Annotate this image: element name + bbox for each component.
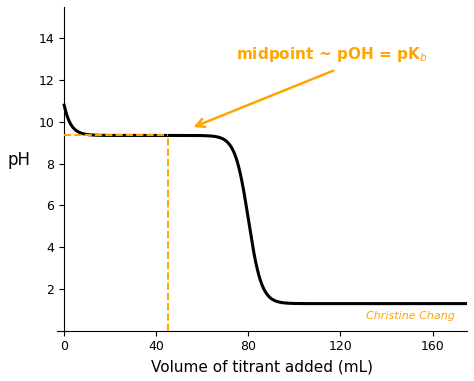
Text: Christine Chang: Christine Chang bbox=[366, 311, 455, 321]
X-axis label: Volume of titrant added (mL): Volume of titrant added (mL) bbox=[151, 359, 373, 374]
Text: midpoint ~ pOH = pK$_b$: midpoint ~ pOH = pK$_b$ bbox=[236, 45, 427, 64]
Y-axis label: pH: pH bbox=[8, 151, 31, 169]
